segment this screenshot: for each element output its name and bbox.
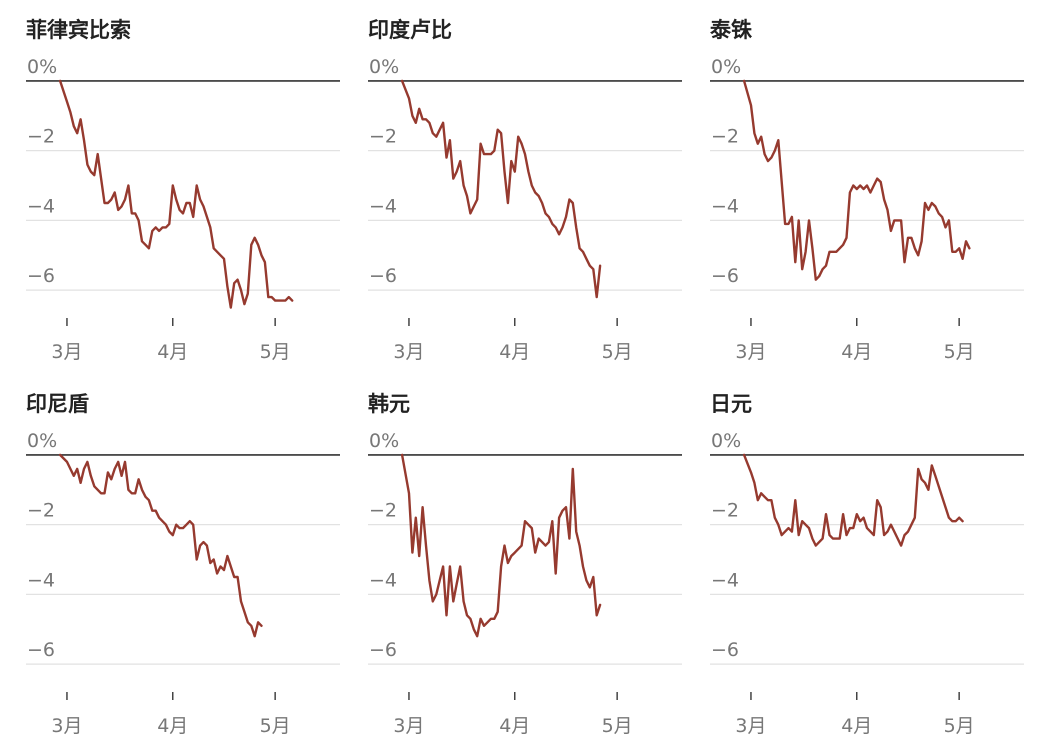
y-tick-label: −6 <box>369 639 397 661</box>
line-chart: 0% −2 −4 −6 3月 4月 5月 <box>368 56 682 363</box>
y-tick-label: 0% <box>369 56 399 78</box>
y-tick-label: −2 <box>711 500 739 522</box>
chart-panel: 泰铢 0% −2 −4 −6 3月 4月 5月 <box>710 0 1030 370</box>
chart-panel: 韩元 0% −2 −4 −6 3月 4月 5月 <box>368 374 688 744</box>
x-tick-label: 3月 <box>735 341 766 363</box>
x-tick-label: 3月 <box>393 715 424 737</box>
y-tick-label: 0% <box>27 430 57 452</box>
x-tick-label: 4月 <box>499 341 530 363</box>
y-tick-label: −2 <box>27 500 55 522</box>
x-tick-label: 5月 <box>260 715 291 737</box>
chart-panel: 印度卢比 0% −2 −4 −6 3月 4月 5月 <box>368 0 688 370</box>
y-tick-label: 0% <box>369 430 399 452</box>
chart-title: 印度卢比 <box>368 18 452 42</box>
x-tick-label: 5月 <box>944 341 975 363</box>
x-tick-label: 5月 <box>602 715 633 737</box>
y-tick-label: −2 <box>27 126 55 148</box>
line-chart: 0% −2 −4 −6 3月 4月 5月 <box>710 430 1024 737</box>
x-tick-label: 4月 <box>841 715 872 737</box>
line-chart: 0% −2 −4 −6 3月 4月 5月 <box>26 56 340 363</box>
y-tick-label: −6 <box>369 265 397 287</box>
x-tick-label: 4月 <box>841 341 872 363</box>
series-line <box>400 79 602 299</box>
y-tick-label: −4 <box>369 195 397 217</box>
y-tick-label: −2 <box>369 126 397 148</box>
x-tick-label: 5月 <box>260 341 291 363</box>
y-tick-label: −4 <box>27 195 55 217</box>
y-tick-label: −6 <box>711 639 739 661</box>
series-line <box>58 79 294 309</box>
y-tick-label: −6 <box>27 639 55 661</box>
x-tick-label: 3月 <box>51 341 82 363</box>
chart-title: 韩元 <box>368 392 410 416</box>
chart-title: 印尼盾 <box>26 392 89 416</box>
chart-title: 泰铢 <box>710 18 752 42</box>
x-tick-label: 4月 <box>157 715 188 737</box>
x-tick-label: 3月 <box>393 341 424 363</box>
x-tick-label: 4月 <box>499 715 530 737</box>
series-line <box>742 79 971 281</box>
chart-panel: 日元 0% −2 −4 −6 3月 4月 5月 <box>710 374 1030 744</box>
series-line <box>742 453 964 547</box>
chart-title: 日元 <box>710 392 752 416</box>
y-tick-label: −4 <box>369 569 397 591</box>
y-tick-label: −4 <box>711 195 739 217</box>
x-tick-label: 3月 <box>735 715 766 737</box>
series-line <box>58 453 263 638</box>
y-tick-label: 0% <box>27 56 57 78</box>
x-tick-label: 5月 <box>944 715 975 737</box>
y-tick-label: −2 <box>711 126 739 148</box>
x-tick-label: 5月 <box>602 341 633 363</box>
chart-panel: 印尼盾 0% −2 −4 −6 3月 4月 5月 <box>26 374 346 744</box>
line-chart: 0% −2 −4 −6 3月 4月 5月 <box>26 430 340 737</box>
chart-panel: 菲律宾比索 0% −2 −4 −6 3月 4月 5月 <box>26 0 346 370</box>
y-tick-label: 0% <box>711 56 741 78</box>
line-chart: 0% −2 −4 −6 3月 4月 5月 <box>710 56 1024 363</box>
y-tick-label: −2 <box>369 500 397 522</box>
line-chart: 0% −2 −4 −6 3月 4月 5月 <box>368 430 682 737</box>
y-tick-label: 0% <box>711 430 741 452</box>
series-line <box>400 453 602 638</box>
x-tick-label: 3月 <box>51 715 82 737</box>
y-tick-label: −4 <box>27 569 55 591</box>
x-tick-label: 4月 <box>157 341 188 363</box>
y-tick-label: −6 <box>27 265 55 287</box>
chart-title: 菲律宾比索 <box>26 18 131 42</box>
y-tick-label: −6 <box>711 265 739 287</box>
y-tick-label: −4 <box>711 569 739 591</box>
